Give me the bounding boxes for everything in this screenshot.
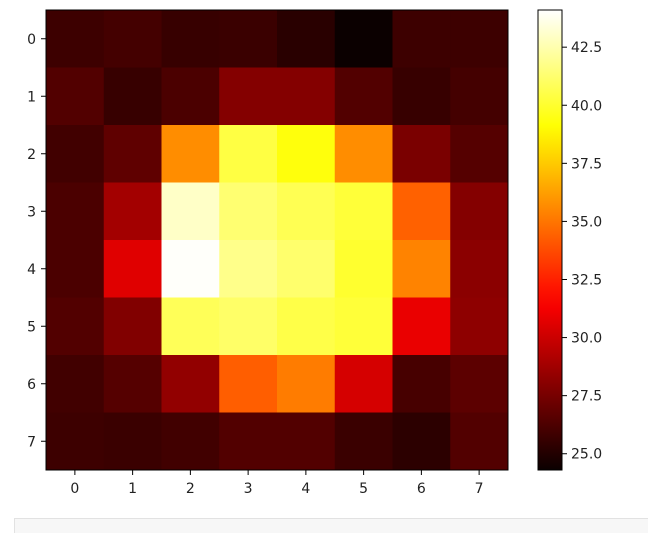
heatmap-cell-r0-c5 <box>334 10 393 68</box>
heatmap-cell-r0-c6 <box>392 10 451 68</box>
heatmap-cell-r0-c2 <box>161 10 220 68</box>
y-tick-label: 6 <box>27 377 36 393</box>
colorbar-tick-label: 40.0 <box>571 98 602 114</box>
colorbar-tick-label: 42.5 <box>571 40 602 56</box>
heatmap-cell-r3-c2 <box>161 182 220 241</box>
y-tick-label: 3 <box>27 204 36 220</box>
y-tick-label: 2 <box>27 147 36 163</box>
heatmap-cell-r0-c3 <box>219 10 278 68</box>
heatmap-cell-r6-c4 <box>277 355 336 413</box>
heatmap-cell-r2-c2 <box>161 125 220 183</box>
heatmap-cell-r6-c6 <box>392 355 451 413</box>
heatmap-cell-r2-c7 <box>450 125 509 183</box>
colorbar <box>537 9 563 471</box>
heatmap-cell-r6-c2 <box>161 355 220 413</box>
heatmap-cell-r7-c7 <box>450 412 509 471</box>
heatmap-cell-r4-c5 <box>334 240 393 298</box>
heatmap-cells <box>46 10 509 471</box>
heatmap-cell-r2-c4 <box>277 125 336 183</box>
heatmap-cell-r4-c2 <box>161 240 220 298</box>
heatmap-cell-r0-c1 <box>103 10 162 68</box>
heatmap-cell-r6-c7 <box>450 355 509 413</box>
output-area-edge <box>14 518 648 533</box>
heatmap-cell-r6-c1 <box>103 355 162 413</box>
x-tick-label: 3 <box>244 481 253 497</box>
x-tick-label: 4 <box>301 481 310 497</box>
heatmap-cell-r7-c5 <box>334 412 393 471</box>
heatmap-cell-r4-c6 <box>392 240 451 298</box>
heatmap-cell-r5-c2 <box>161 297 220 356</box>
x-tick-label: 5 <box>359 481 368 497</box>
heatmap-cell-r4-c7 <box>450 240 509 298</box>
heatmap-cell-r6-c5 <box>334 355 393 413</box>
heatmap-cell-r1-c7 <box>450 67 509 126</box>
heatmap-cell-r7-c2 <box>161 412 220 471</box>
heatmap-cell-r3-c4 <box>277 182 336 241</box>
heatmap-cell-r3-c7 <box>450 182 509 241</box>
y-tick-label: 1 <box>27 89 36 105</box>
heatmap-cell-r6-c0 <box>46 355 105 413</box>
x-tick-label: 6 <box>417 481 426 497</box>
x-tick-label: 0 <box>70 481 79 497</box>
heatmap-cell-r7-c0 <box>46 412 105 471</box>
colorbar-tick-label: 32.5 <box>571 272 602 288</box>
heatmap-cell-r7-c1 <box>103 412 162 471</box>
plot-frame <box>45 9 509 471</box>
x-tick-label: 7 <box>475 481 484 497</box>
colorbar-axis: 25.0 27.5 30.0 32.5 35.0 37.5 40.0 42.5 <box>562 40 602 463</box>
heatmap-cell-r2-c5 <box>334 125 393 183</box>
colorbar-tick-label: 37.5 <box>571 156 602 172</box>
heatmap-cell-r0-c4 <box>277 10 336 68</box>
heatmap-cell-r5-c4 <box>277 297 336 356</box>
heatmap-cell-r1-c2 <box>161 67 220 126</box>
heatmap-cell-r1-c4 <box>277 67 336 126</box>
heatmap-cell-r2-c3 <box>219 125 278 183</box>
heatmap-cell-r4-c1 <box>103 240 162 298</box>
colorbar-tick-label: 30.0 <box>571 331 602 347</box>
heatmap-cell-r6-c3 <box>219 355 278 413</box>
y-tick-label: 4 <box>27 262 36 278</box>
heatmap-cell-r3-c5 <box>334 182 393 241</box>
y-tick-label: 0 <box>27 32 36 48</box>
y-tick-label: 5 <box>27 319 36 335</box>
heatmap-cell-r3-c3 <box>219 182 278 241</box>
heatmap-cell-r1-c0 <box>46 67 105 126</box>
heatmap-cell-r5-c6 <box>392 297 451 356</box>
x-tick-label: 1 <box>128 481 137 497</box>
heatmap-cell-r3-c1 <box>103 182 162 241</box>
y-tick-label: 7 <box>27 434 36 450</box>
x-axis: 0 1 2 3 4 5 6 7 <box>70 470 484 497</box>
heatmap-cell-r1-c1 <box>103 67 162 126</box>
heatmap-cell-r5-c0 <box>46 297 105 356</box>
heatmap-cell-r5-c1 <box>103 297 162 356</box>
heatmap-cell-r2-c1 <box>103 125 162 183</box>
heatmap-cell-r3-c0 <box>46 182 105 241</box>
heatmap-cell-r7-c4 <box>277 412 336 471</box>
heatmap-cell-r7-c3 <box>219 412 278 471</box>
x-tick-label: 2 <box>186 481 195 497</box>
heatmap-cell-r5-c3 <box>219 297 278 356</box>
heatmap-cell-r5-c7 <box>450 297 509 356</box>
heatmap-cell-r1-c3 <box>219 67 278 126</box>
y-axis: 0 1 2 3 4 5 6 7 <box>27 32 46 450</box>
heatmap-cell-r2-c6 <box>392 125 451 183</box>
heatmap-cell-r1-c5 <box>334 67 393 126</box>
colorbar-tick-label: 27.5 <box>571 389 602 405</box>
colorbar-tick-label: 25.0 <box>571 447 602 463</box>
heatmap-cell-r5-c5 <box>334 297 393 356</box>
heatmap-cell-r4-c0 <box>46 240 105 298</box>
heatmap-cell-r3-c6 <box>392 182 451 241</box>
heatmap-cell-r0-c7 <box>450 10 509 68</box>
heatmap-cell-r4-c3 <box>219 240 278 298</box>
heatmap-cell-r4-c4 <box>277 240 336 298</box>
heatmap-cell-r0-c0 <box>46 10 105 68</box>
colorbar-tick-label: 35.0 <box>571 214 602 230</box>
heatmap-cell-r2-c0 <box>46 125 105 183</box>
heatmap-cell-r7-c6 <box>392 412 451 471</box>
heatmap-cell-r1-c6 <box>392 67 451 126</box>
